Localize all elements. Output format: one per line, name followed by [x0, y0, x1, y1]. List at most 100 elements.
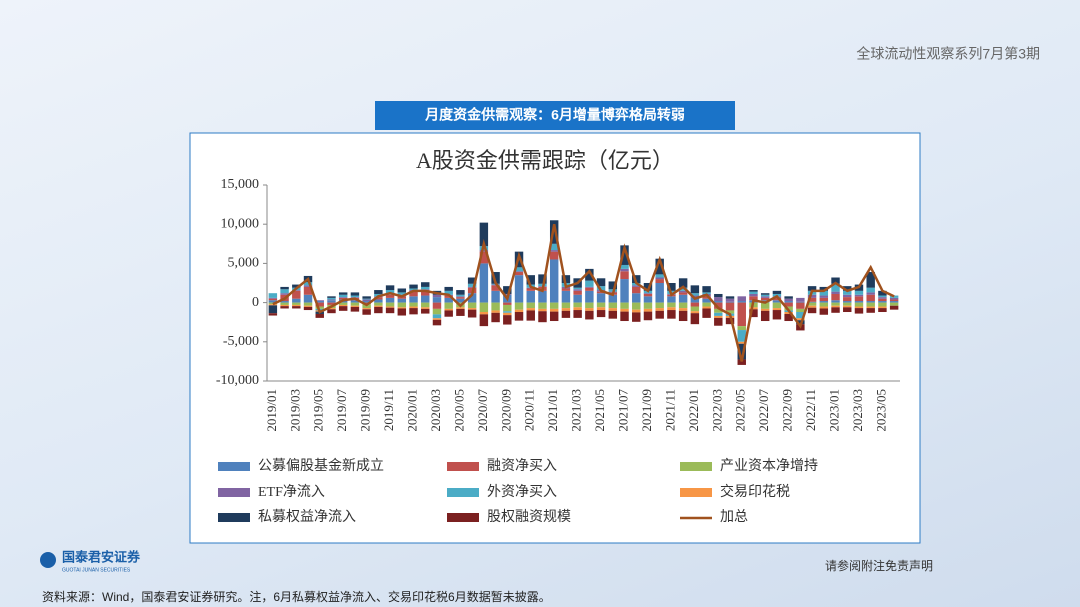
bar-segment: [620, 264, 629, 269]
legend-label: 加总: [720, 509, 748, 525]
legend-label: 外资净买入: [487, 484, 557, 500]
bar-segment: [784, 312, 793, 314]
bar-segment: [503, 304, 512, 312]
bar-segment: [561, 308, 571, 311]
bar-segment: [315, 300, 324, 302]
bar-segment: [432, 297, 442, 303]
bar-segment: [385, 297, 395, 303]
bar-segment: [385, 307, 395, 314]
bar-segment: [843, 301, 852, 303]
bar-segment: [866, 308, 875, 313]
bar-segment: [362, 299, 371, 302]
bar-segment: [667, 302, 676, 308]
bar-segment: [819, 301, 829, 303]
bar-segment: [819, 302, 829, 307]
bar-segment: [538, 274, 547, 284]
bar-segment: [573, 310, 582, 318]
bar-segment: [655, 283, 664, 303]
x-tick-label: 2020/01: [405, 389, 420, 432]
bar-segment: [315, 306, 324, 309]
bar-segment: [421, 282, 430, 287]
bar-segment: [784, 306, 793, 311]
bar-segment: [315, 301, 324, 303]
bar-segment: [866, 294, 875, 302]
bar-segment: [655, 310, 664, 319]
bar-segment: [526, 302, 535, 309]
bar-segment: [807, 297, 817, 302]
bar-segment: [444, 295, 453, 298]
bar-segment: [362, 298, 371, 300]
bar-segment: [760, 308, 770, 311]
bar-segment: [432, 308, 442, 315]
bar-segment: [655, 258, 664, 275]
x-tick-label: 2021/01: [545, 389, 560, 432]
x-tick-label: 2020/11: [522, 389, 537, 431]
bar-segment: [772, 300, 782, 303]
bar-segment: [796, 297, 805, 302]
bar-segment: [491, 310, 500, 313]
bar-segment: [878, 290, 887, 296]
bar-segment: [397, 298, 407, 303]
legend-swatch: [680, 488, 712, 497]
bar-segment: [397, 307, 407, 309]
bar-segment: [772, 310, 782, 320]
bar-segment: [643, 302, 653, 309]
bar-segment: [608, 302, 618, 309]
bar-segment: [843, 305, 852, 308]
banner-text: 月度资金供需观察：6月增量博弈格局转弱: [424, 107, 685, 123]
bar-segment: [350, 300, 360, 303]
bar-segment: [831, 302, 840, 306]
x-tick-label: 2022/05: [733, 389, 748, 432]
bar-segment: [831, 277, 840, 284]
bar-segment: [585, 280, 594, 287]
bar-segment: [374, 299, 383, 303]
bar-segment: [526, 308, 535, 311]
bar-segment: [760, 297, 770, 301]
bar-segment: [784, 296, 793, 299]
bar-segment: [409, 284, 418, 289]
bar-segment: [585, 287, 594, 291]
bar-segment: [807, 305, 817, 308]
bar-segment: [292, 298, 301, 303]
bar-segment: [280, 286, 289, 290]
bar-segment: [432, 314, 442, 319]
bar-segment: [843, 307, 852, 313]
bar-segment: [596, 310, 606, 318]
bar-segment: [608, 294, 618, 303]
bar-segment: [702, 308, 711, 318]
bar-segment: [714, 302, 723, 309]
bar-segment: [725, 317, 735, 325]
bar-segment: [725, 302, 735, 311]
bar-segment: [807, 301, 817, 303]
bar-segment: [338, 294, 348, 298]
x-tick-label: 2021/03: [569, 389, 584, 432]
bar-segment: [573, 302, 582, 308]
bar-segment: [620, 271, 629, 280]
bar-segment: [280, 304, 289, 307]
bar-segment: [561, 288, 571, 291]
bar-segment: [702, 296, 711, 299]
bar-segment: [467, 286, 477, 288]
bar-segment: [280, 293, 289, 295]
bar-segment: [421, 307, 430, 309]
bar-segment: [397, 292, 407, 295]
bar-segment: [549, 308, 559, 312]
bar-segment: [327, 309, 336, 314]
bar-segment: [760, 294, 770, 297]
bar-segment: [444, 302, 453, 309]
y-tick-label: 0: [252, 295, 259, 310]
bar-segment: [479, 251, 489, 264]
bar-segment: [889, 295, 899, 298]
bar-segment: [303, 306, 313, 311]
bar-segment: [737, 326, 746, 331]
bar-segment: [866, 287, 875, 293]
bar-segment: [456, 290, 465, 295]
bar-segment: [327, 300, 336, 303]
bar-segment: [467, 293, 477, 303]
bar-segment: [866, 292, 875, 295]
bar-segment: [889, 305, 899, 310]
source: 资料来源：Wind，国泰君安证券研究。注，6月私募权益净流入、交易印花税6月数据…: [42, 589, 551, 604]
bar-segment: [280, 289, 289, 294]
bar-segment: [503, 286, 512, 294]
bar-segment: [843, 290, 852, 295]
